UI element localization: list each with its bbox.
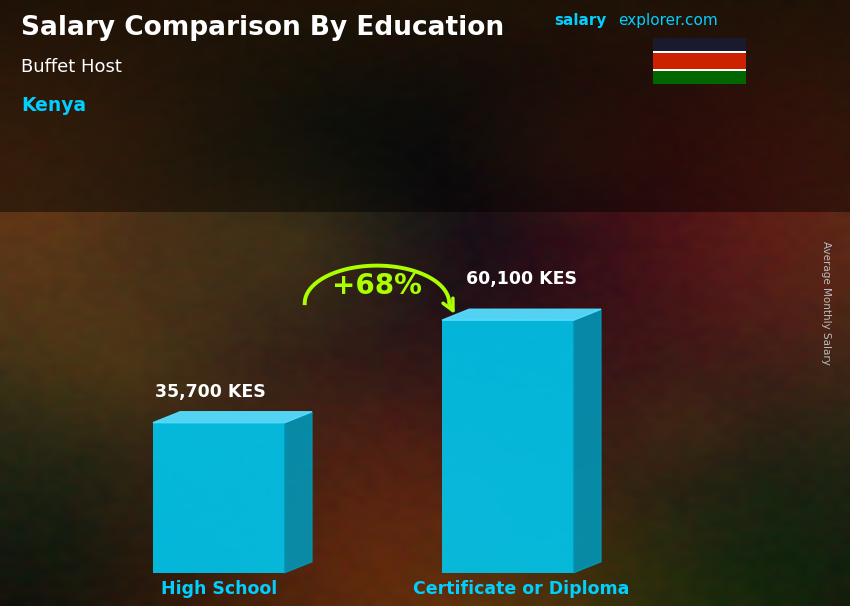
Bar [653,69,746,71]
Text: Kenya: Kenya [21,96,87,115]
Text: Certificate or Diploma: Certificate or Diploma [413,580,630,598]
Bar [653,52,746,70]
Bar [653,51,746,53]
Bar [0,0,850,212]
Text: +68%: +68% [332,272,422,300]
Text: Average Monthly Salary: Average Monthly Salary [821,241,831,365]
Polygon shape [285,411,312,573]
Text: salary: salary [554,13,607,28]
Text: 60,100 KES: 60,100 KES [466,270,577,288]
Text: Buffet Host: Buffet Host [21,58,122,76]
Polygon shape [153,411,312,422]
Text: 35,700 KES: 35,700 KES [155,384,266,401]
Polygon shape [574,309,601,573]
Text: High School: High School [161,580,277,598]
Bar [153,422,285,573]
Text: Salary Comparison By Education: Salary Comparison By Education [21,15,504,41]
Bar [653,68,746,84]
Polygon shape [442,309,601,320]
Bar [442,320,574,573]
Bar [653,38,746,84]
Text: explorer.com: explorer.com [618,13,717,28]
